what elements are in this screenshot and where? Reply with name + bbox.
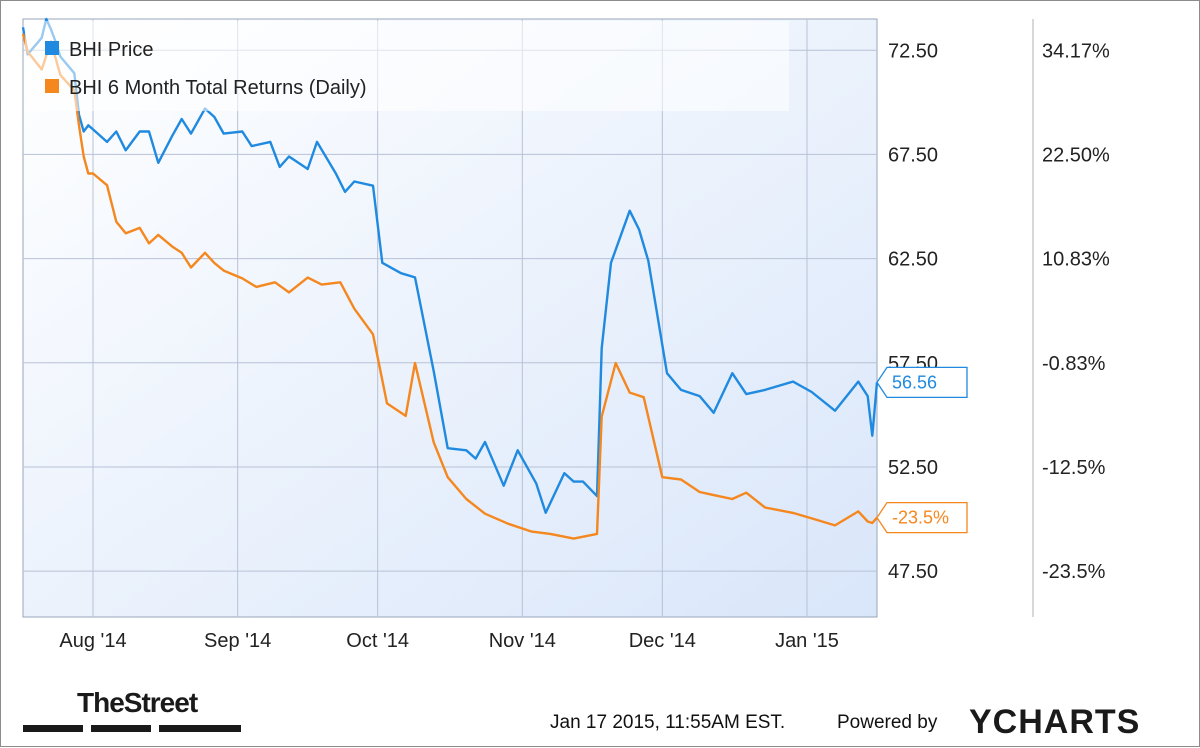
- price-tick-label: 72.50: [888, 40, 938, 62]
- date-tick-label: Dec '14: [629, 630, 696, 652]
- plot-area: [22, 18, 878, 618]
- price-tick-label: 47.50: [888, 561, 938, 583]
- date-tick-label: Jan '15: [775, 630, 839, 652]
- date-tick-label: Nov '14: [489, 630, 556, 652]
- footer-timestamp: Jan 17 2015, 11:55AM EST.: [550, 712, 785, 733]
- thestreet-logo-bar-1: [23, 725, 83, 732]
- series-lines: [21, 17, 879, 540]
- returns-flag-label: -23.5%: [892, 508, 949, 528]
- price-flag-shape: [876, 366, 968, 399]
- date-axis-labels: Aug '14 Sep '14 Oct '14 Nov '14 Dec '14 Jan '…: [59, 630, 839, 652]
- legend: BHI Price BHI 6 Month Total Returns (Dai…: [25, 21, 789, 111]
- thestreet-logo: TheStreet: [23, 687, 241, 732]
- legend-swatch-price: [45, 41, 59, 55]
- returns-tick-label: -23.5%: [1042, 561, 1106, 583]
- date-tick-label: Aug '14: [59, 630, 126, 652]
- price-tick-label: 52.50: [888, 457, 938, 479]
- price-flag-label: 56.56: [892, 372, 937, 392]
- thestreet-logo-bar-3: [159, 725, 241, 732]
- returns-tick-label: 10.83%: [1042, 249, 1110, 271]
- ycharts-logo: YCHARTS: [969, 703, 1140, 741]
- returns-tick-label: 22.50%: [1042, 144, 1110, 166]
- legend-box: [25, 21, 789, 111]
- price-tick-label: 67.50: [888, 144, 938, 166]
- price-tick-label: 62.50: [888, 249, 938, 271]
- returns-last-value-flag: -23.5%: [876, 501, 968, 534]
- thestreet-logo-bar-2: [91, 725, 151, 732]
- footer-powered-by: Powered by: [837, 712, 938, 733]
- returns-series-line: [21, 33, 878, 540]
- legend-label-returns: BHI 6 Month Total Returns (Daily): [69, 77, 367, 99]
- returns-tick-label: -0.83%: [1042, 353, 1106, 375]
- returns-tick-label: 34.17%: [1042, 40, 1110, 62]
- returns-axis-labels: -23.5% -12.5% -0.83% 10.83% 22.50% 34.17%: [1042, 40, 1110, 583]
- legend-label-price: BHI Price: [69, 39, 153, 61]
- returns-tick-label: -12.5%: [1042, 457, 1106, 479]
- returns-flag-shape: [876, 501, 968, 534]
- price-series-line: [21, 17, 879, 514]
- thestreet-logo-text: TheStreet: [77, 687, 198, 718]
- price-last-value-flag: 56.56: [876, 366, 968, 399]
- date-tick-label: Sep '14: [204, 630, 271, 652]
- date-tick-label: Oct '14: [346, 630, 409, 652]
- legend-swatch-returns: [45, 79, 59, 93]
